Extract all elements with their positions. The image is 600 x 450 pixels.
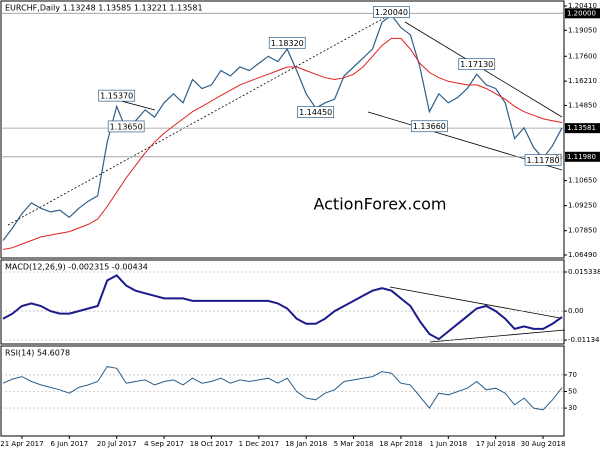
y-tick-label: 1.20410 xyxy=(568,2,597,10)
annotation-box xyxy=(268,37,306,49)
x-tick-label: 18 Apr 2018 xyxy=(379,440,422,448)
trend-line xyxy=(389,286,561,319)
y-tick-label: -0.01134 xyxy=(568,336,600,344)
watermark: ActionForex.com xyxy=(313,195,446,214)
x-tick-label: 6 Jun 2017 xyxy=(50,440,88,448)
y-tick-label: 1.09250 xyxy=(568,202,597,210)
annotation: 61.8 xyxy=(555,153,569,160)
annotation: 1.13650 xyxy=(110,122,143,131)
x-tick-label: 17 Jul 2018 xyxy=(476,440,516,448)
x-tick-label: 20 Jul 2017 xyxy=(97,440,137,448)
chart-title: EURCHF,Daily 1.13248 1.13585 1.13221 1.1… xyxy=(5,4,203,13)
y-tick-label: 50 xyxy=(568,388,577,396)
series-line xyxy=(2,274,563,341)
x-tick-label: 5 Mar 2018 xyxy=(334,440,374,448)
x-tick-label: 30 Aug 2018 xyxy=(521,440,566,448)
y-tick-label: 0.00 xyxy=(568,307,584,315)
series-line xyxy=(2,14,563,241)
annotation-box xyxy=(107,120,145,133)
macd-title: MACD(12,26,9) -0.002315 -0.00434 xyxy=(5,263,148,272)
y-tick-label: 0.015338 xyxy=(568,268,600,276)
annotation: 1.17130 xyxy=(460,60,493,69)
x-tick-label: 1 Jun 2018 xyxy=(429,440,467,448)
trend-line xyxy=(429,329,566,343)
y-tick-label: 1.07850 xyxy=(568,227,597,235)
annotation: 1.15370 xyxy=(100,92,133,101)
level-box xyxy=(565,151,600,162)
y-tick-label: 1.19050 xyxy=(568,26,597,34)
x-tick-label: 4 Sep 2017 xyxy=(144,440,184,448)
level-box xyxy=(565,8,600,19)
annotation-box xyxy=(524,154,562,166)
x-tick-label: 21 Apr 2017 xyxy=(0,440,43,448)
annotation: 1.14450 xyxy=(299,108,332,117)
annotation: 1.20040 xyxy=(375,8,408,17)
y-tick-label: 1.17600 xyxy=(568,52,597,60)
annotation-box xyxy=(411,120,448,133)
series-line xyxy=(2,37,563,250)
y-tick-label: 30 xyxy=(568,404,577,412)
y-tick-label: 1.14850 xyxy=(568,101,597,109)
macd-panel xyxy=(0,259,565,345)
y-tick-label: 1.13581 xyxy=(567,124,596,132)
price-panel xyxy=(0,0,565,259)
annotation-box xyxy=(297,106,335,118)
y-tick-label: 1.11980 xyxy=(567,153,596,161)
annotation-box xyxy=(458,58,496,71)
trend-line xyxy=(7,11,396,226)
y-tick-label: 1.16210 xyxy=(568,77,597,85)
rsi-title: RSI(14) 54.6078 xyxy=(5,349,70,358)
x-tick-label: 18 Oct 2017 xyxy=(190,440,233,448)
annotation: 1.18320 xyxy=(271,39,304,48)
annotation: 1.11780 xyxy=(527,156,560,165)
series-line xyxy=(2,366,563,411)
annotation: 1.13660 xyxy=(413,122,446,131)
y-tick-label: 1.06490 xyxy=(568,251,597,259)
y-tick-label: 1.20000 xyxy=(567,9,596,17)
annotation-box xyxy=(373,6,410,18)
annotation-box xyxy=(98,89,136,102)
x-tick-label: 1 Dec 2017 xyxy=(239,440,279,448)
level-box xyxy=(565,123,600,134)
y-tick-label: 1.10650 xyxy=(568,177,597,185)
x-tick-label: 18 Jan 2018 xyxy=(285,440,327,448)
y-tick-label: 70 xyxy=(568,371,577,379)
